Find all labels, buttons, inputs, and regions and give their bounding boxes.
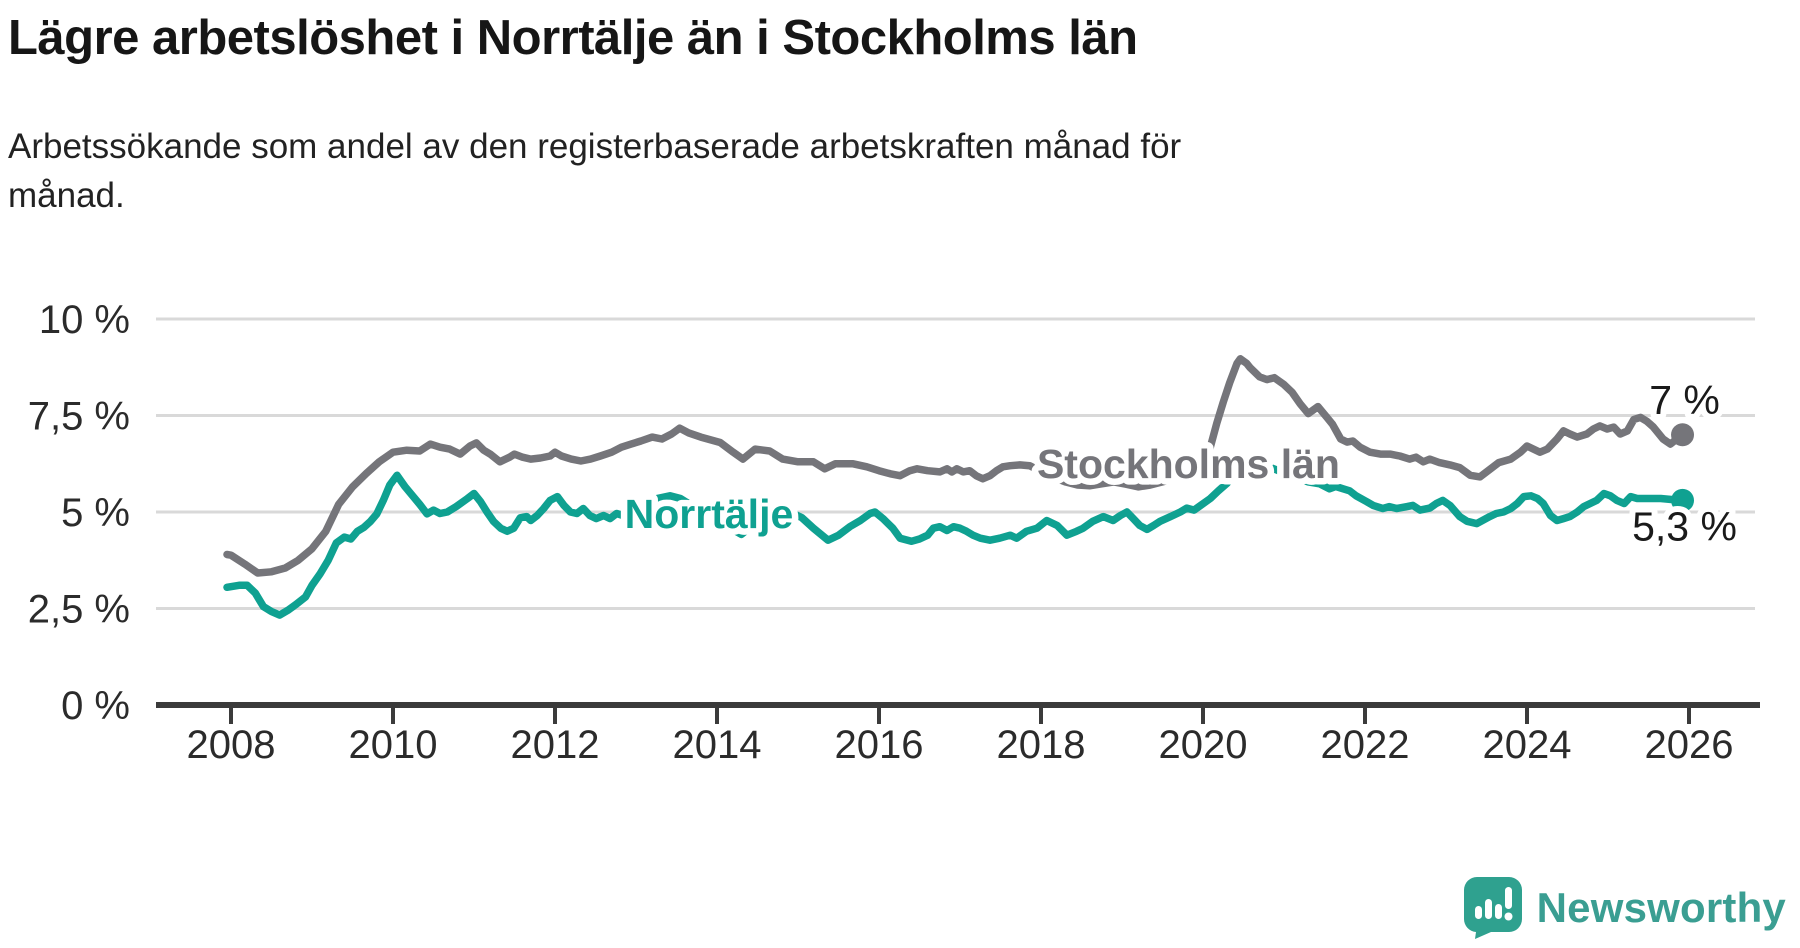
x-axis-tick-label: 2026 <box>1645 723 1734 767</box>
y-axis-tick-label: 10 % <box>39 298 130 342</box>
chart-subtitle: Arbetssökande som andel av den registerb… <box>8 122 1508 220</box>
subtitle-line-2: månad. <box>8 176 125 215</box>
brand-footer: Newsworthy <box>1463 876 1786 940</box>
series-end-value-label: 7 % <box>1649 377 1720 423</box>
series-label: Stockholms län <box>1037 441 1340 487</box>
series-label: Norrtälje <box>625 491 794 537</box>
y-axis-tick-label: 7,5 % <box>28 395 130 439</box>
y-axis-tick-label: 0 % <box>61 684 130 728</box>
y-axis-tick-label: 2,5 % <box>28 588 130 632</box>
newsworthy-wordmark: Newsworthy <box>1536 884 1786 931</box>
x-axis-tick-label: 2024 <box>1483 723 1572 767</box>
x-axis-tick-label: 2018 <box>997 723 1086 767</box>
series-line-norrt-lje <box>223 456 1687 619</box>
newsworthy-logo-icon <box>1463 877 1522 939</box>
x-axis-tick-label: 2014 <box>673 723 762 767</box>
y-axis-tick-label: 5 % <box>61 491 130 535</box>
x-axis-tick-label: 2022 <box>1321 723 1410 767</box>
series-line-stockholms-l-n <box>223 355 1687 577</box>
x-axis-tick-label: 2008 <box>187 723 276 767</box>
series-end-dot <box>1671 488 1695 512</box>
x-axis-tick-label: 2012 <box>511 723 600 767</box>
x-axis-tick-label: 2016 <box>835 723 924 767</box>
page-title: Lägre arbetslöshet i Norrtälje än i Stoc… <box>8 11 1138 65</box>
x-axis-tick-label: 2010 <box>349 723 438 767</box>
series-end-dot <box>1671 423 1695 447</box>
series-end-value-label: 5,3 % <box>1632 503 1737 549</box>
subtitle-line-1: Arbetssökande som andel av den registerb… <box>8 127 1182 166</box>
x-axis-tick-label: 2020 <box>1159 723 1248 767</box>
